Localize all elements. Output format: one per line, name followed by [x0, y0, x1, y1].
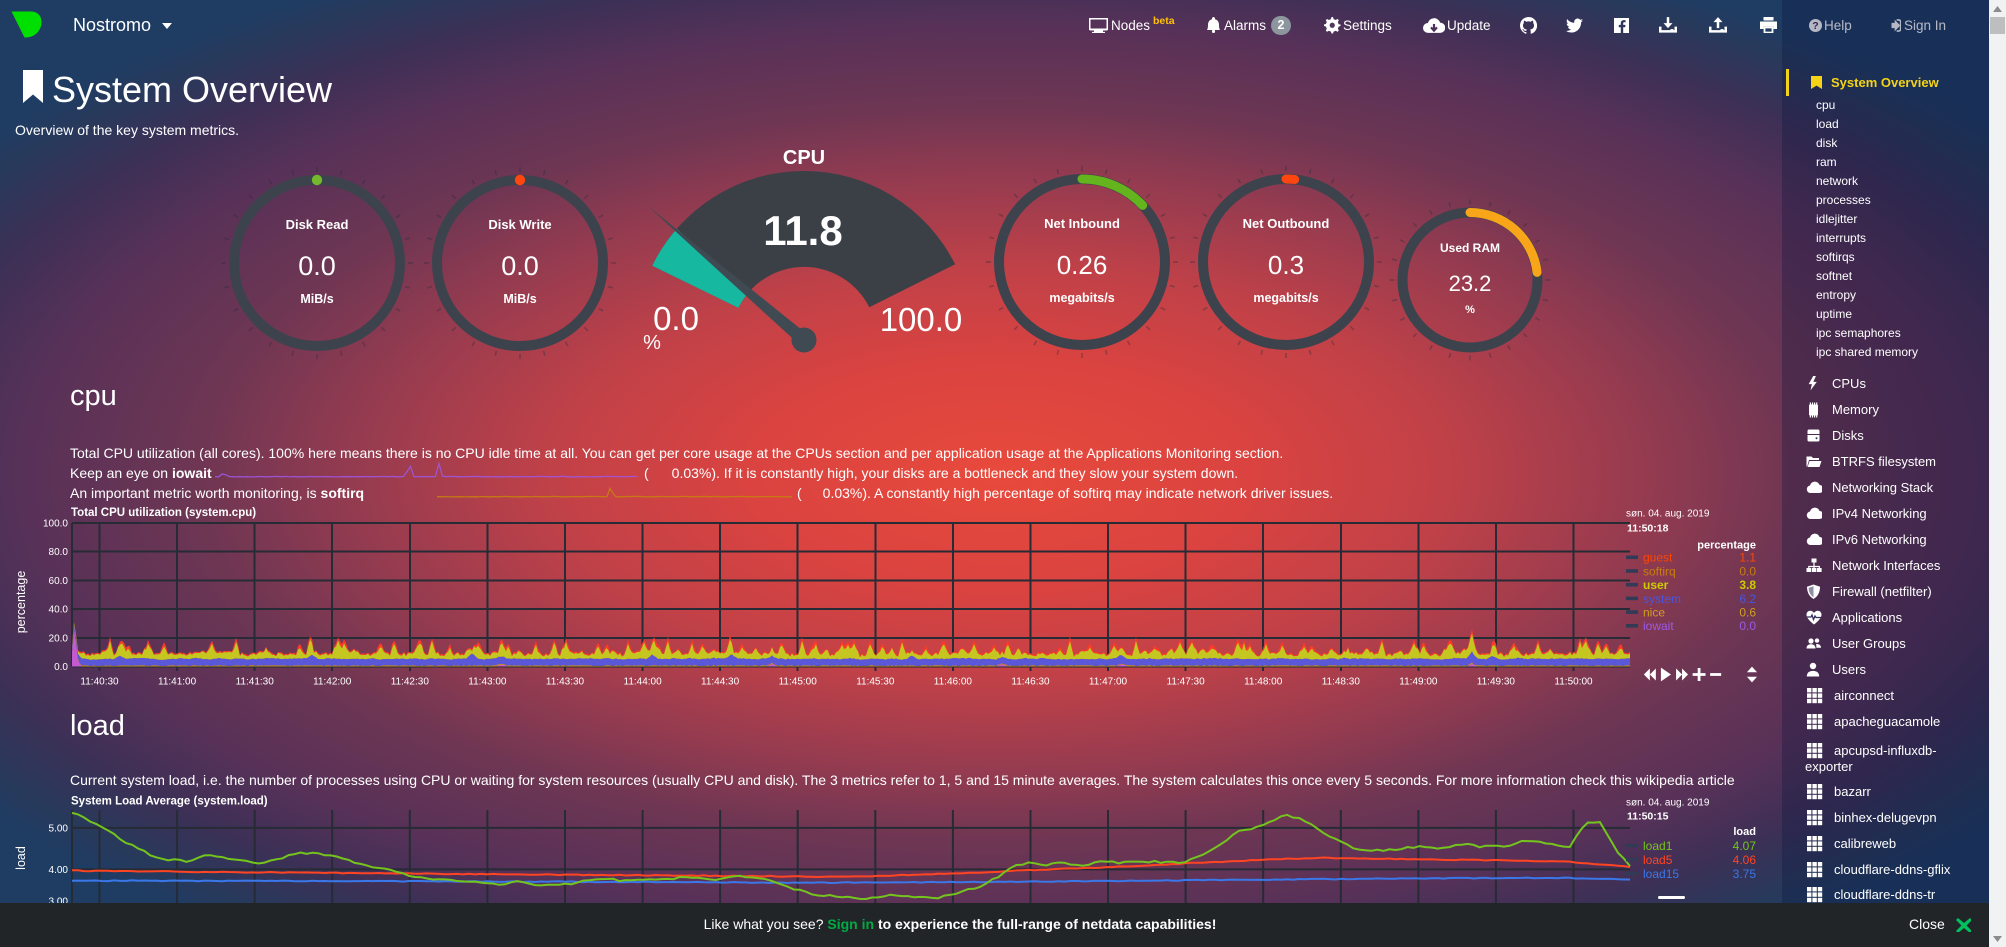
svg-text:?: ? [1812, 20, 1818, 32]
svg-text:60.0: 60.0 [49, 576, 69, 587]
svg-text:load: load [1733, 826, 1756, 838]
svg-text:11:40:30: 11:40:30 [80, 677, 119, 688]
svg-text:percentage: percentage [1697, 540, 1756, 552]
svg-text:11:47:00: 11:47:00 [1089, 677, 1128, 688]
svg-text:søn. 04. aug. 2019: søn. 04. aug. 2019 [1626, 509, 1710, 520]
svg-text:system: system [1643, 592, 1681, 606]
svg-text:load5: load5 [1643, 853, 1673, 867]
svg-text:1.1: 1.1 [1739, 551, 1756, 565]
svg-text:søn. 04. aug. 2019: søn. 04. aug. 2019 [1626, 798, 1710, 809]
svg-text:100.0: 100.0 [43, 519, 68, 530]
svg-text:11:41:00: 11:41:00 [158, 677, 197, 688]
svg-text:11:45:30: 11:45:30 [856, 677, 895, 688]
svg-text:11:44:00: 11:44:00 [624, 677, 663, 688]
svg-text:nice: nice [1643, 606, 1665, 620]
svg-text:percentage: percentage [14, 571, 28, 634]
svg-text:iowait: iowait [1643, 619, 1674, 633]
svg-text:4.07: 4.07 [1733, 839, 1757, 853]
svg-text:11:42:30: 11:42:30 [391, 677, 430, 688]
svg-text:11:41:30: 11:41:30 [236, 677, 275, 688]
svg-text:11:46:00: 11:46:00 [934, 677, 973, 688]
svg-text:11:43:30: 11:43:30 [546, 677, 585, 688]
svg-text:6.2: 6.2 [1739, 592, 1756, 606]
svg-text:11:48:00: 11:48:00 [1244, 677, 1283, 688]
svg-text:20.0: 20.0 [49, 633, 69, 644]
svg-text:3.8: 3.8 [1739, 578, 1756, 592]
svg-text:11:50:00: 11:50:00 [1554, 677, 1593, 688]
svg-text:load15: load15 [1643, 867, 1679, 881]
svg-text:softirq: softirq [1643, 564, 1676, 578]
svg-text:guest: guest [1643, 551, 1673, 565]
svg-text:11:50:15: 11:50:15 [1627, 811, 1669, 823]
svg-text:Total CPU utilization (system.: Total CPU utilization (system.cpu) [71, 507, 256, 519]
svg-text:11:50:18: 11:50:18 [1627, 523, 1669, 535]
svg-text:3.75: 3.75 [1733, 867, 1757, 881]
svg-text:11:47:30: 11:47:30 [1167, 677, 1206, 688]
svg-text:5.00: 5.00 [49, 823, 69, 834]
svg-text:0.0: 0.0 [1739, 564, 1756, 578]
svg-text:11:46:30: 11:46:30 [1011, 677, 1050, 688]
svg-text:11:49:30: 11:49:30 [1477, 677, 1516, 688]
svg-text:0.0: 0.0 [1739, 619, 1756, 633]
svg-text:11:43:00: 11:43:00 [468, 677, 507, 688]
svg-text:System Load Average (system.lo: System Load Average (system.load) [71, 796, 268, 808]
svg-text:0.6: 0.6 [1739, 606, 1756, 620]
svg-text:40.0: 40.0 [49, 605, 69, 616]
svg-text:load: load [14, 846, 28, 870]
svg-text:11:45:00: 11:45:00 [779, 677, 818, 688]
svg-text:load1: load1 [1643, 839, 1673, 853]
svg-text:11:42:00: 11:42:00 [313, 677, 352, 688]
svg-text:user: user [1643, 578, 1669, 592]
svg-text:4.06: 4.06 [1733, 853, 1757, 867]
svg-text:4.00: 4.00 [49, 865, 69, 876]
svg-text:0.0: 0.0 [54, 662, 68, 673]
svg-text:11:48:30: 11:48:30 [1322, 677, 1361, 688]
svg-text:80.0: 80.0 [49, 547, 69, 558]
svg-text:11:44:30: 11:44:30 [701, 677, 740, 688]
svg-text:11:49:00: 11:49:00 [1399, 677, 1438, 688]
svg-text:3.00: 3.00 [49, 897, 69, 904]
